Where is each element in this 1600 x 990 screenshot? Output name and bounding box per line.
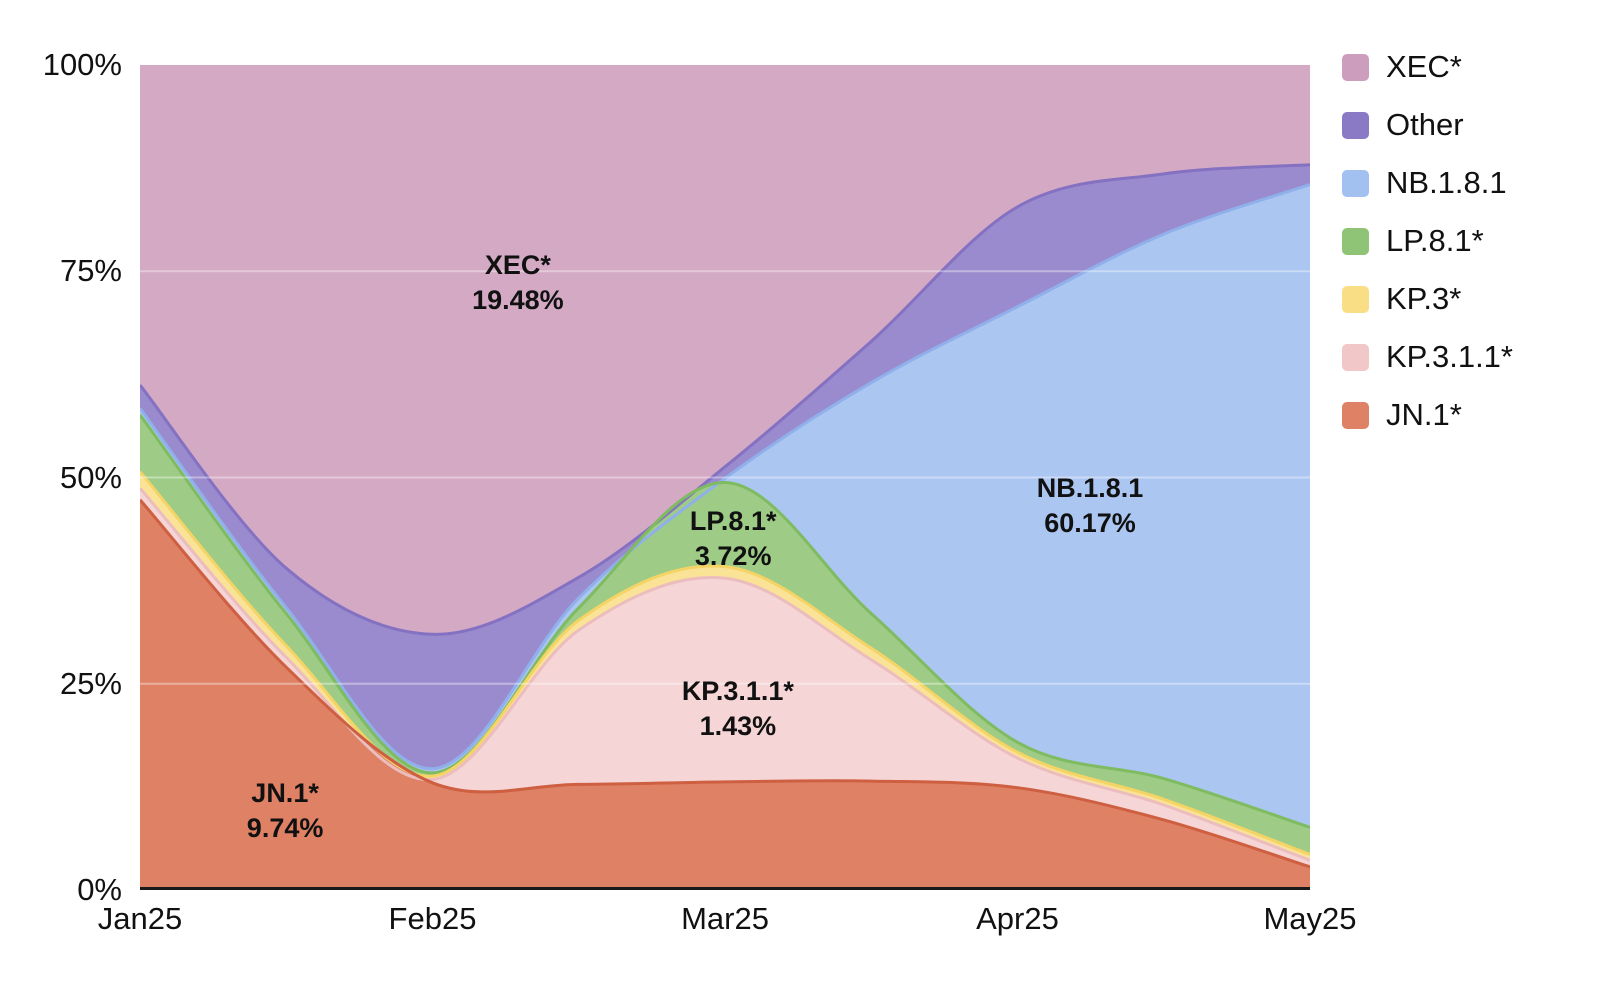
legend-swatch-icon [1342, 227, 1369, 255]
band-edge-kp3 [140, 470, 1310, 856]
band-edge-kp311 [140, 487, 1310, 862]
legend-item-kp3[interactable]: KP.3* [1342, 270, 1513, 328]
legend-item-lp81[interactable]: LP.8.1* [1342, 212, 1513, 270]
band-edge-lp81 [140, 413, 1310, 829]
legend-label: LP.8.1* [1386, 223, 1484, 258]
y-axis: 0% 25% 50% 75% 100% [0, 47, 128, 907]
x-tick-label-jan25: Jan25 [97, 901, 183, 936]
y-tick-label-100: 100% [42, 47, 122, 82]
x-tick-label-may25: May25 [1263, 901, 1357, 936]
legend-label: KP.3* [1386, 281, 1462, 316]
x-tick-label-feb25: Feb25 [388, 901, 477, 936]
legend-swatch-icon [1342, 285, 1369, 313]
x-tick-label-mar25: Mar25 [681, 901, 769, 936]
plot-svg [140, 65, 1310, 890]
y-tick-label-50: 50% [59, 459, 122, 495]
legend-item-xec[interactable]: XEC* [1342, 38, 1513, 96]
band-edge-jn1 [140, 498, 1310, 869]
band-jn1 [140, 499, 1310, 890]
legend-item-nb181[interactable]: NB.1.8.1 [1342, 154, 1513, 212]
legend-item-other[interactable]: Other [1342, 96, 1513, 154]
legend-label: JN.1* [1386, 397, 1462, 432]
band-edge-nb181 [140, 183, 1310, 771]
y-tick-label-25: 25% [59, 665, 122, 701]
legend-label: Other [1386, 107, 1464, 142]
legend-label: KP.3.1.1* [1386, 339, 1513, 374]
legend-label: NB.1.8.1 [1386, 165, 1507, 200]
legend-swatch-icon [1342, 111, 1369, 139]
legend-swatch-icon [1342, 169, 1369, 197]
legend-swatch-icon [1342, 53, 1369, 81]
legend-swatch-icon [1342, 343, 1369, 371]
legend: XEC* Other NB.1.8.1 LP.8.1* KP.3* KP.3.1.1* JN… [1342, 38, 1513, 444]
legend-item-jn1[interactable]: JN.1* [1342, 386, 1513, 444]
legend-item-kp311[interactable]: KP.3.1.1* [1342, 328, 1513, 386]
legend-label: XEC* [1386, 49, 1462, 84]
x-axis: Jan25 Feb25 Mar25 Apr25 May25 [98, 901, 1357, 941]
y-tick-label-0: 0% [77, 872, 122, 907]
legend-swatch-icon [1342, 401, 1369, 429]
plot-area: XEC* 19.48% JN.1* 9.74% LP.8.1* 3.72% KP.3.1.1… [140, 65, 1310, 890]
y-tick-label-75: 75% [59, 253, 122, 289]
x-tick-label-apr25: Apr25 [976, 901, 1059, 936]
band-edge-other [140, 163, 1310, 636]
